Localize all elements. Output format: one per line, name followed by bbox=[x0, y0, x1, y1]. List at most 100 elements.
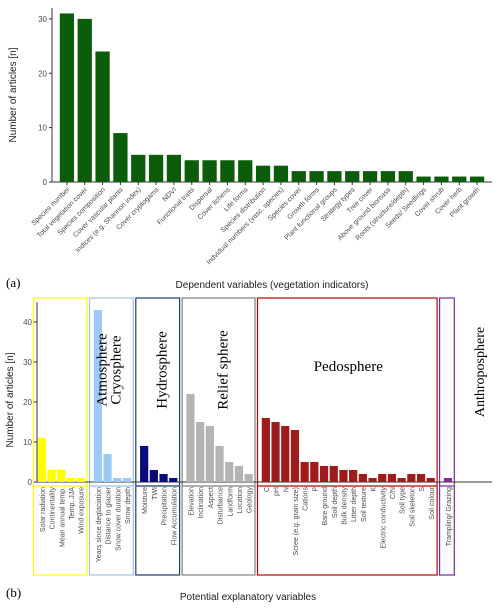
panel-b-y-axis-title: Number of articles [n] bbox=[5, 352, 16, 447]
panel-a-label: (a) bbox=[6, 275, 20, 290]
bar bbox=[122, 478, 132, 482]
sphere-box bbox=[256, 297, 438, 576]
bar bbox=[205, 426, 214, 482]
x-tick-label: pH bbox=[274, 487, 281, 496]
bar bbox=[339, 470, 348, 482]
x-tick-label: Disturbance bbox=[218, 487, 225, 524]
x-tick-label: Soil colour bbox=[429, 486, 436, 519]
panel-b-y-ticks: 0 10 20 30 40 bbox=[23, 318, 37, 487]
bar bbox=[271, 422, 280, 482]
bar bbox=[368, 478, 377, 482]
bar bbox=[345, 171, 360, 182]
bar bbox=[387, 474, 397, 482]
bar bbox=[416, 474, 426, 482]
bar bbox=[202, 160, 217, 182]
bar bbox=[66, 478, 76, 482]
x-tick-label: Temp. JJA bbox=[69, 487, 76, 520]
bar bbox=[378, 474, 387, 482]
x-tick-label: Geology bbox=[247, 487, 254, 514]
x-tick-label: TWI bbox=[152, 487, 159, 500]
sphere-label: Pedosphere bbox=[314, 359, 383, 375]
x-tick-label: Cations bbox=[303, 487, 310, 511]
bar bbox=[196, 422, 205, 482]
bar bbox=[281, 426, 290, 482]
bar bbox=[59, 13, 75, 182]
x-tick-label: Continentality bbox=[50, 487, 57, 530]
bar bbox=[452, 176, 467, 182]
x-tick-label: Soil type bbox=[400, 487, 407, 514]
sphere-box bbox=[181, 297, 256, 576]
bar bbox=[159, 474, 168, 482]
bar bbox=[349, 470, 358, 482]
x-tick-label: Scree (e.g. grain size) bbox=[293, 487, 300, 555]
x-tick-label: Inclination bbox=[198, 487, 205, 519]
sphere-label: Anthroposphere bbox=[473, 327, 488, 417]
bar bbox=[225, 462, 234, 482]
x-tick-label: Bulk density bbox=[341, 487, 348, 525]
bar bbox=[329, 466, 338, 482]
x-tick-label: Years since deglaciation bbox=[96, 487, 103, 562]
sphere-label: Hydrosphere bbox=[155, 331, 171, 409]
bar bbox=[131, 154, 146, 182]
bar bbox=[255, 165, 271, 182]
bar bbox=[93, 310, 102, 482]
bar bbox=[358, 474, 367, 482]
bar bbox=[380, 171, 396, 182]
x-tick-label: Moisture bbox=[142, 487, 149, 514]
bar bbox=[148, 154, 164, 182]
bar bbox=[76, 478, 85, 482]
panel-b-x-axis-title: Potential explanatory variables bbox=[180, 592, 316, 603]
bar bbox=[290, 430, 300, 482]
x-tick-label: Mean annual temp. bbox=[59, 487, 66, 547]
bar bbox=[215, 446, 224, 482]
bar bbox=[47, 470, 56, 482]
bar bbox=[184, 160, 199, 182]
bar bbox=[103, 454, 112, 482]
bar bbox=[140, 446, 149, 482]
x-tick-label: Flow Accumulation bbox=[171, 487, 178, 545]
bar bbox=[398, 171, 413, 182]
x-tick-label: Elevation bbox=[188, 487, 195, 516]
bar bbox=[77, 18, 92, 182]
bar bbox=[113, 133, 128, 182]
bar bbox=[416, 176, 431, 182]
bar bbox=[291, 171, 306, 182]
bar bbox=[327, 171, 342, 182]
y-tick-label: 40 bbox=[23, 318, 32, 327]
sphere-label: Atmosphere bbox=[94, 333, 110, 407]
panel-a-y-axis-title: Number of articles [n] bbox=[8, 47, 19, 142]
y-tick-label: 20 bbox=[23, 398, 32, 407]
bar bbox=[234, 466, 244, 482]
x-tick-label: Trampling/ Grazing bbox=[446, 487, 453, 546]
x-tick-label: Litter depth bbox=[351, 487, 358, 522]
x-tick-label: Soil texture bbox=[361, 487, 368, 522]
x-tick-label: S bbox=[419, 487, 426, 492]
sphere-label: Cryosphere bbox=[108, 335, 124, 404]
y-tick-label: 30 bbox=[23, 358, 32, 367]
sphere-box bbox=[88, 297, 134, 576]
bar bbox=[362, 171, 378, 182]
panel-b-label: (b) bbox=[6, 585, 21, 600]
x-tick-label: Solar radiation bbox=[40, 487, 47, 532]
x-tick-label: Distance to glacier bbox=[106, 486, 113, 544]
bar bbox=[244, 474, 253, 482]
bar bbox=[397, 478, 406, 482]
y-tick-label: 0 bbox=[43, 178, 48, 187]
bar bbox=[469, 176, 485, 182]
bar bbox=[310, 462, 319, 482]
y-tick-label: 30 bbox=[38, 15, 47, 24]
x-tick-label: Wind exposure bbox=[79, 487, 86, 534]
bar bbox=[300, 462, 309, 482]
bar bbox=[434, 176, 449, 182]
y-tick-label: 10 bbox=[38, 124, 47, 133]
panel-a-x-axis-title: Dependent variables (vegetation indicato… bbox=[176, 280, 369, 291]
y-tick-label: 10 bbox=[23, 438, 32, 447]
bar bbox=[37, 438, 46, 482]
x-tick-label: Soil skeleton bbox=[409, 487, 416, 527]
x-tick-label: Landform bbox=[227, 487, 234, 517]
x-tick-label: N bbox=[283, 487, 290, 492]
panel-a-y-ticks: 0 10 20 30 bbox=[38, 15, 52, 187]
